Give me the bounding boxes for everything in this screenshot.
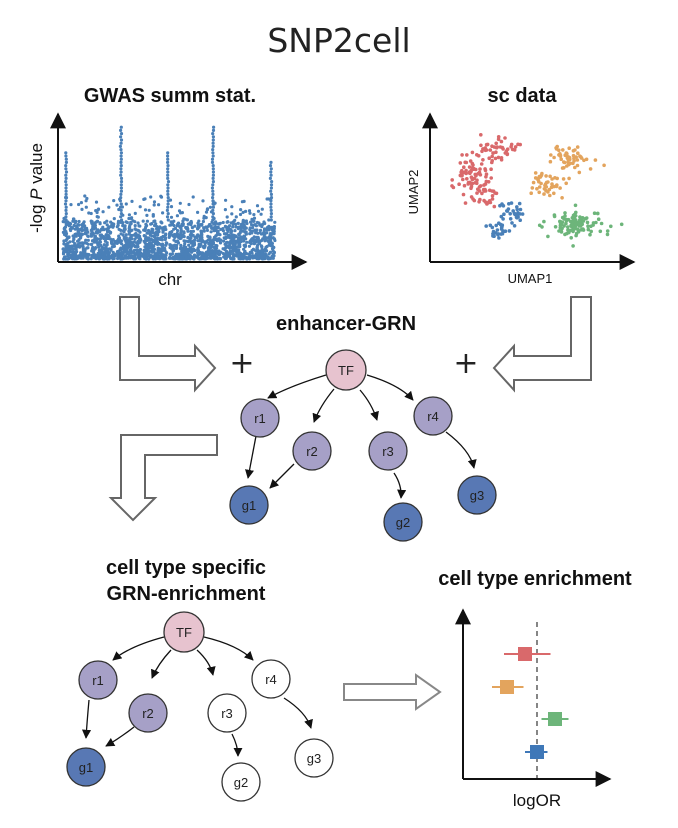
grn-node-g1: g1 [229, 485, 269, 525]
manhattan-points [61, 125, 277, 261]
enr-node-r1-label: r1 [92, 673, 104, 688]
flow-arrow-to-enrichment [343, 673, 442, 711]
grn-edge-r1-g1 [245, 435, 257, 479]
grn-node-r3: r3 [368, 431, 408, 471]
flow-arrow-left [119, 296, 217, 393]
grn-edge-tf-r3 [359, 389, 379, 421]
umap-points [450, 133, 624, 248]
enrichment-grn: cell type specific GRN-enrichment TF r1 … [66, 557, 334, 802]
enr-node-g2: g2 [221, 762, 261, 802]
grn-node-r2-label: r2 [306, 444, 318, 459]
enr-edge-r2-g1 [105, 726, 135, 747]
manhattan-y-label: -log P value [27, 143, 46, 233]
enr-node-r4: r4 [251, 659, 291, 699]
sc-heading: sc data [488, 85, 558, 107]
grn-node-g1-label: g1 [242, 498, 256, 513]
forest-point-3 [548, 712, 562, 726]
grn-node-r2: r2 [292, 431, 332, 471]
forest-x-label: logOR [513, 791, 561, 810]
grn-edge-r3-g2 [393, 472, 407, 499]
enr-node-r4-label: r4 [265, 672, 277, 687]
enr-edge-tf-r4 [203, 636, 254, 661]
enr-node-r2-label: r2 [142, 706, 154, 721]
figure-title: SNP2cell [267, 21, 410, 60]
enr-node-tf: TF [163, 611, 205, 653]
enrichment-grn-heading-line1: cell type specific [106, 557, 266, 579]
enrichment-grn-heading-line2: GRN-enrichment [107, 583, 266, 605]
enr-node-tf-label: TF [176, 625, 192, 640]
plus-sign-left: + [229, 346, 254, 381]
flow-arrow-right [492, 296, 592, 393]
grn-node-r3-label: r3 [382, 444, 394, 459]
grn-node-r1-label: r1 [254, 411, 266, 426]
grn-node-tf-label: TF [338, 363, 354, 378]
manhattan-panel: GWAS summ stat. -log P value chr [27, 85, 308, 289]
grn-heading: enhancer-GRN [276, 313, 416, 335]
enr-node-r3-label: r3 [221, 706, 233, 721]
umap-x-label: UMAP1 [508, 271, 553, 286]
flow-arrow-down [108, 434, 218, 522]
grn-node-g2-label: g2 [396, 515, 410, 530]
enr-node-r1: r1 [78, 660, 118, 700]
enr-edge-tf-r1 [112, 636, 165, 661]
forest-point-1 [518, 647, 532, 661]
enr-edge-r1-g1 [81, 699, 92, 739]
forest-panel: cell type enrichment logOR [438, 568, 632, 810]
grn-edge-tf-r1 [267, 374, 327, 399]
grn-edge-tf-r2 [312, 388, 335, 423]
grn-node-tf: TF [325, 349, 367, 391]
enr-node-r2: r2 [128, 693, 168, 733]
enr-edge-r3-g2 [231, 733, 243, 757]
grn-edges [245, 374, 477, 499]
enr-node-g1: g1 [66, 747, 106, 787]
forest-rows [492, 647, 569, 759]
grn-node-r4: r4 [413, 396, 453, 436]
umap-y-label: UMAP2 [406, 170, 421, 215]
grn-edge-r4-g3 [445, 431, 477, 469]
grn-edge-r2-g1 [269, 463, 295, 489]
enr-edge-tf-r3 [196, 649, 216, 676]
forest-point-2 [500, 680, 514, 694]
grn-node-g3-label: g3 [470, 488, 484, 503]
umap-panel: sc data UMAP2 UMAP1 [406, 85, 636, 286]
manhattan-x-label: chr [158, 270, 182, 289]
grn-edge-tf-r4 [366, 374, 414, 401]
enr-edge-r4-g3 [283, 697, 313, 729]
enr-node-g3: g3 [294, 738, 334, 778]
grn-node-r1: r1 [240, 398, 280, 438]
enr-node-g1-label: g1 [79, 760, 93, 775]
gwas-heading: GWAS summ stat. [84, 85, 256, 107]
enrichment-grn-edges [81, 636, 313, 757]
enhancer-grn: enhancer-GRN TF r1 r2 r3 [229, 313, 497, 542]
grn-node-r4-label: r4 [427, 409, 439, 424]
plus-sign-right: + [453, 346, 478, 381]
enr-node-g3-label: g3 [307, 751, 321, 766]
enr-node-g2-label: g2 [234, 775, 248, 790]
enr-node-r3: r3 [207, 693, 247, 733]
enr-edge-tf-r2 [151, 649, 172, 679]
grn-node-g2: g2 [383, 502, 423, 542]
grn-node-g3: g3 [457, 475, 497, 515]
forest-heading: cell type enrichment [438, 568, 632, 590]
forest-point-4 [530, 745, 544, 759]
